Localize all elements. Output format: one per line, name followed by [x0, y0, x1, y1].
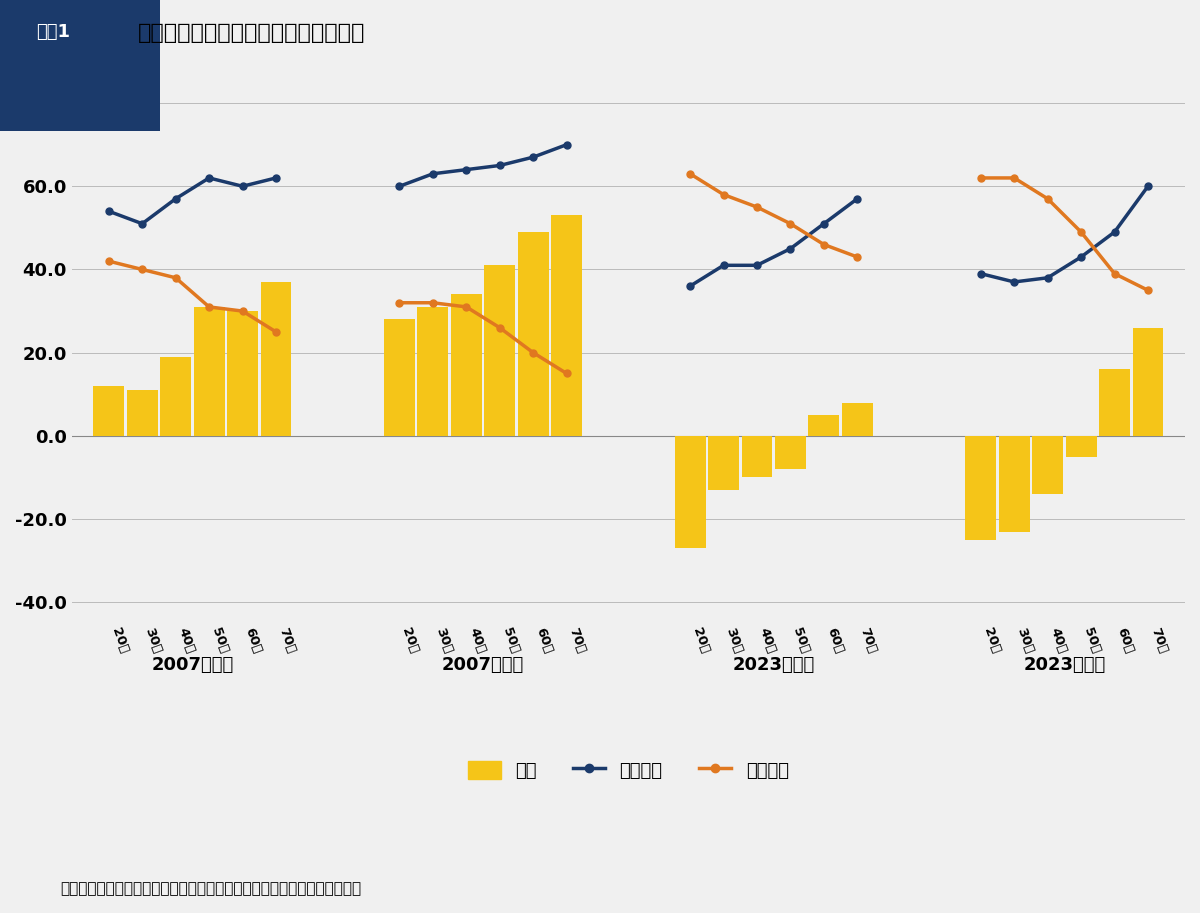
Bar	[418, 307, 449, 436]
Bar	[842, 403, 872, 436]
Legend: 差分, 物より心, 心より物: 差分, 物より心, 心より物	[468, 761, 788, 780]
Bar	[384, 320, 415, 436]
Bar	[775, 436, 806, 469]
Text: 「心の豊かさ」か「物の豊かさ」か？: 「心の豊かさ」か「物の豊かさ」か？	[138, 23, 365, 43]
Bar	[1032, 436, 1063, 494]
Bar	[161, 357, 191, 436]
Text: 2023年・男: 2023年・男	[732, 656, 815, 675]
Bar	[998, 436, 1030, 531]
Text: 2007年・女: 2007年・女	[442, 656, 524, 675]
Bar	[94, 386, 125, 436]
Bar	[260, 282, 292, 436]
Bar	[517, 232, 548, 436]
Bar	[127, 390, 157, 436]
Bar	[708, 436, 739, 490]
Bar	[965, 436, 996, 540]
Text: 図表1: 図表1	[36, 23, 70, 41]
Bar	[551, 215, 582, 436]
Bar	[1099, 370, 1130, 436]
Text: %: %	[66, 88, 83, 106]
Text: 2023年・女: 2023年・女	[1024, 656, 1105, 675]
Bar	[193, 307, 224, 436]
Text: 2007年・男: 2007年・男	[151, 656, 234, 675]
Bar	[451, 294, 481, 436]
Bar	[1066, 436, 1097, 456]
Text: 内閣府「国民生活に関する世論調査」より荒川和久作成。無断転載禁止。: 内閣府「国民生活に関する世論調査」より荒川和久作成。無断転載禁止。	[60, 882, 361, 897]
Bar	[227, 311, 258, 436]
Bar	[674, 436, 706, 548]
Bar	[809, 415, 839, 436]
Bar	[1133, 328, 1163, 436]
Bar	[742, 436, 773, 477]
Bar	[485, 266, 515, 436]
